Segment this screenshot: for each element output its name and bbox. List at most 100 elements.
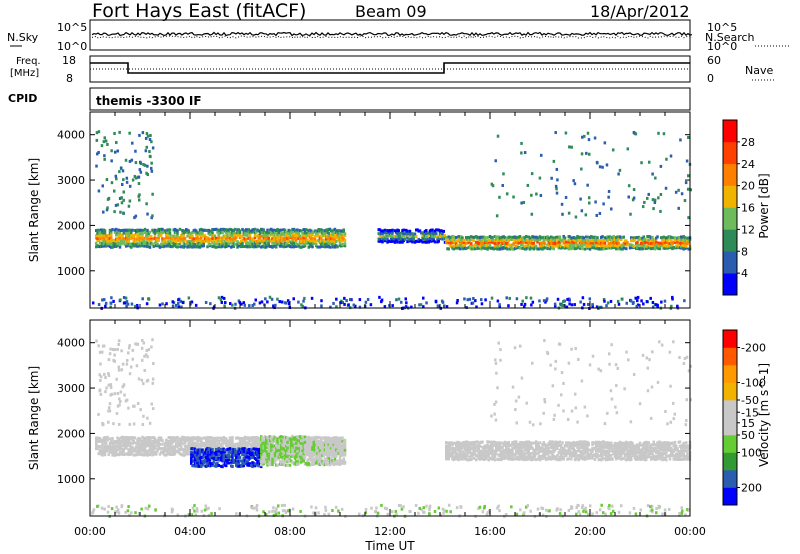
data-cell (234, 302, 237, 306)
data-cell (525, 235, 528, 239)
data-cell (120, 445, 123, 449)
data-cell (133, 216, 136, 220)
data-cell (523, 452, 527, 456)
data-cell (573, 303, 576, 307)
data-cell (320, 304, 323, 308)
data-cell (413, 232, 417, 236)
data-cell (343, 440, 347, 444)
data-cell (96, 444, 99, 448)
data-cell (193, 453, 197, 457)
data-cell (527, 448, 530, 452)
data-cell (138, 193, 141, 197)
data-cell (539, 193, 543, 197)
data-cell (248, 450, 252, 454)
data-cell (651, 172, 654, 176)
data-cell (205, 228, 208, 232)
data-cell (277, 450, 280, 454)
data-cell (246, 233, 249, 237)
data-cell (142, 163, 145, 167)
data-cell (170, 241, 173, 245)
data-cell (270, 297, 274, 301)
data-cell (515, 297, 519, 301)
data-cell (648, 244, 652, 248)
data-cell (163, 239, 167, 243)
data-cell (456, 298, 459, 302)
data-cell (670, 304, 673, 308)
data-cell (219, 298, 223, 302)
data-cell (522, 441, 525, 445)
data-cell (483, 446, 487, 450)
data-cell (212, 456, 215, 460)
data-cell (222, 227, 225, 231)
data-cell (501, 441, 504, 445)
y-tick-label: 4000 (57, 129, 85, 142)
data-cell (203, 234, 207, 238)
data-cell (471, 301, 475, 305)
data-cell (273, 454, 277, 458)
data-cell (635, 304, 639, 308)
data-cell (251, 242, 254, 246)
data-cell (500, 244, 503, 248)
data-cell (161, 243, 164, 247)
data-cell (341, 242, 344, 246)
data-cell (586, 302, 590, 306)
data-cell (231, 234, 234, 238)
data-cell (687, 174, 690, 178)
data-cell (122, 448, 125, 452)
data-cell (470, 458, 473, 462)
data-cell (422, 296, 425, 300)
data-cell (146, 212, 149, 216)
data-cell (110, 440, 113, 444)
data-cell (247, 463, 250, 467)
data-cell (532, 241, 535, 245)
data-cell (520, 446, 523, 450)
data-cell (442, 229, 445, 233)
data-cell (638, 236, 642, 240)
data-cell (295, 441, 298, 445)
data-cell (321, 229, 324, 233)
data-cell (451, 443, 454, 447)
data-cell (122, 190, 125, 194)
data-cell (253, 235, 257, 239)
data-cell (116, 149, 120, 153)
data-cell (598, 211, 602, 215)
data-cell (620, 237, 623, 241)
data-cell (280, 439, 283, 443)
data-cell (583, 451, 587, 455)
data-cell (445, 441, 448, 445)
data-cell (498, 195, 501, 199)
data-cell (317, 234, 320, 238)
data-cell (447, 241, 450, 245)
data-cell (393, 240, 397, 244)
data-cell (274, 303, 277, 307)
data-cell (113, 210, 116, 214)
data-cell (134, 214, 138, 218)
data-cell (596, 236, 599, 240)
data-cell (564, 131, 568, 135)
data-cell (481, 244, 484, 248)
data-cell (102, 239, 105, 243)
data-cell (117, 238, 120, 242)
data-cell (677, 206, 680, 210)
nsearch-label: N.Search (705, 31, 755, 44)
data-cell (562, 241, 565, 245)
data-cell (631, 301, 635, 305)
data-cell (447, 457, 450, 461)
data-cell (508, 296, 512, 300)
data-cell (180, 445, 183, 449)
data-cell (222, 441, 225, 445)
data-cell (297, 444, 300, 448)
data-cell (262, 239, 265, 243)
data-cell (587, 138, 591, 142)
data-cell (575, 449, 578, 453)
data-cell (221, 231, 224, 235)
data-cell (535, 458, 538, 462)
data-cell (531, 458, 534, 462)
data-cell (450, 244, 453, 248)
data-cell (547, 457, 550, 461)
data-cell (423, 238, 427, 242)
data-cell (498, 441, 502, 445)
data-cell (651, 301, 655, 305)
data-cell (646, 244, 649, 248)
data-cell (267, 440, 270, 444)
